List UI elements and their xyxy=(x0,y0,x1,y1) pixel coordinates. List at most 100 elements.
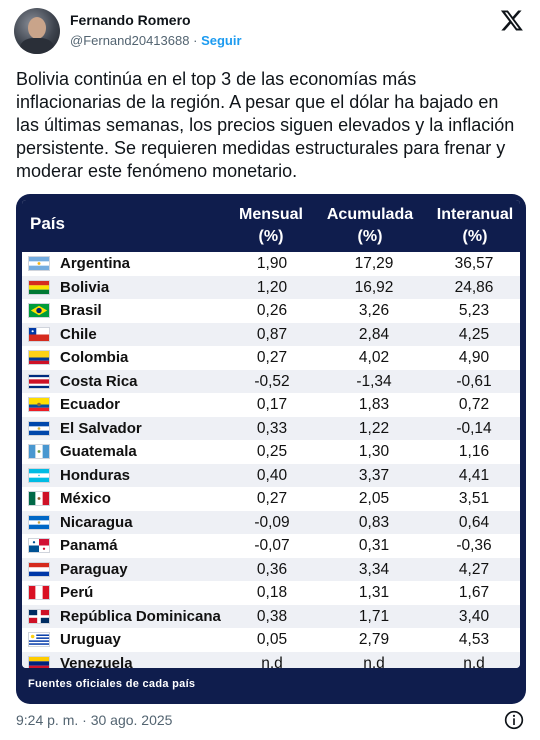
mensual-value: -0,52 xyxy=(254,372,290,390)
table-row: Argentina 1,90 17,29 36,57 xyxy=(22,252,520,276)
paraguay-flag-icon xyxy=(28,561,50,577)
author-handle[interactable]: @Fernand20413688 xyxy=(70,33,190,48)
table-row: Perú 0,18 1,31 1,67 xyxy=(22,581,520,605)
interanual-value: 36,57 xyxy=(454,255,494,272)
country-name: Bolivia xyxy=(60,278,110,296)
guatemala-flag-icon xyxy=(28,444,50,459)
acumulada-value: 16,92 xyxy=(354,278,394,296)
argentina-flag-icon xyxy=(28,256,50,271)
country-name: Chile xyxy=(60,325,97,343)
country-name: Colombia xyxy=(60,349,129,366)
acumulada-value: 0,83 xyxy=(358,513,390,531)
acumulada-value: -1,34 xyxy=(356,372,392,390)
header-interanual-unit: (%) xyxy=(462,228,488,245)
peru-flag-icon xyxy=(28,585,50,600)
acumulada-value: 2,84 xyxy=(358,325,390,343)
colombia-flag-icon xyxy=(28,350,50,365)
mensual-value: -0,09 xyxy=(254,513,290,531)
interanual-value: 4,25 xyxy=(458,325,490,343)
costa-rica-flag-icon xyxy=(28,373,50,389)
acumulada-value: 3,37 xyxy=(358,466,390,484)
interanual-value: n.d xyxy=(463,654,485,669)
mensual-value: 0,38 xyxy=(256,607,288,625)
country-name: Costa Rica xyxy=(60,372,138,390)
mensual-value: 1,90 xyxy=(256,255,288,272)
table-row: México 0,27 2,05 3,51 xyxy=(22,487,520,511)
inflation-table-image[interactable]: País Mensual (%) Acumulada (%) Interanua… xyxy=(16,194,526,704)
interanual-value: -0,14 xyxy=(456,419,492,437)
mensual-value: 0,27 xyxy=(256,490,288,507)
acumulada-value: 17,29 xyxy=(354,255,394,272)
interanual-value: 3,51 xyxy=(458,490,490,507)
header-acumulada-label: Acumulada xyxy=(326,206,414,223)
interanual-value: 0,64 xyxy=(458,513,490,531)
mensual-value: 0,17 xyxy=(256,396,288,413)
acumulada-value: 2,79 xyxy=(358,631,390,648)
follow-button[interactable]: Seguir xyxy=(201,33,242,48)
interanual-value: 0,72 xyxy=(458,396,490,413)
tweet-timestamp[interactable]: 9:24 p. m. · 30 ago. 2025 xyxy=(16,712,173,728)
acumulada-value: 1,71 xyxy=(358,607,390,625)
table-row: Venezuela n.d n.d n.d xyxy=(22,651,520,669)
interanual-value: 24,86 xyxy=(454,278,494,296)
x-logo-icon[interactable] xyxy=(500,8,524,32)
chile-flag-icon xyxy=(28,326,50,342)
country-name: República Dominicana xyxy=(60,607,221,625)
country-name: Brasil xyxy=(60,302,102,319)
panama-flag-icon xyxy=(28,538,50,553)
mensual-value: 0,27 xyxy=(256,349,288,366)
brasil-flag-icon xyxy=(28,303,50,318)
header-acumulada: Acumulada (%) xyxy=(314,204,426,248)
acumulada-value: 0,31 xyxy=(358,537,390,554)
tweet-text: Bolivia continúa en el top 3 de las econ… xyxy=(16,69,515,181)
el-salvador-flag-icon xyxy=(28,420,50,436)
table-header: País Mensual (%) Acumulada (%) Interanua… xyxy=(22,200,520,252)
interanual-value: 4,90 xyxy=(458,349,490,366)
header-mensual: Mensual (%) xyxy=(230,204,312,248)
table-row: Paraguay 0,36 3,34 4,27 xyxy=(22,557,520,581)
country-name: Guatemala xyxy=(60,443,137,460)
tweet-header: Fernando Romero @Fernand20413688 · Segui… xyxy=(14,8,526,56)
acumulada-value: 1,22 xyxy=(358,419,390,437)
country-name: Uruguay xyxy=(60,631,121,648)
separator-dot: · xyxy=(193,33,198,48)
mensual-value: n.d xyxy=(261,654,283,669)
table-row: Panamá -0,07 0,31 -0,36 xyxy=(22,534,520,558)
info-icon[interactable] xyxy=(504,710,524,730)
country-name: Ecuador xyxy=(60,396,121,413)
interanual-value: 5,23 xyxy=(458,302,490,319)
mensual-value: 0,26 xyxy=(256,302,288,319)
mensual-value: 0,18 xyxy=(256,584,288,601)
header-pais: País xyxy=(30,214,65,233)
table-row: Guatemala 0,25 1,30 1,16 xyxy=(22,440,520,464)
header-mensual-label: Mensual xyxy=(238,206,303,223)
acumulada-value: 2,05 xyxy=(358,490,390,507)
header-acumulada-unit: (%) xyxy=(357,228,383,245)
country-name: Paraguay xyxy=(60,560,128,578)
mensual-value: 0,25 xyxy=(256,443,288,460)
acumulada-value: 1,31 xyxy=(358,584,390,601)
header-interanual: Interanual (%) xyxy=(426,204,520,248)
country-name: Panamá xyxy=(60,537,118,554)
header-mensual-unit: (%) xyxy=(258,228,284,245)
interanual-value: -0,61 xyxy=(456,372,492,390)
honduras-flag-icon xyxy=(28,467,50,483)
mensual-value: -0,07 xyxy=(254,537,290,554)
header-interanual-label: Interanual xyxy=(436,206,514,223)
table-row: Chile 0,87 2,84 4,25 xyxy=(22,322,520,346)
author-handle-row: @Fernand20413688 · Seguir xyxy=(70,33,242,48)
country-name: Honduras xyxy=(60,466,131,484)
avatar[interactable] xyxy=(14,8,60,54)
acumulada-value: n.d xyxy=(363,654,385,669)
table-row: Bolivia 1,20 16,92 24,86 xyxy=(22,275,520,299)
author-name[interactable]: Fernando Romero xyxy=(70,12,191,28)
interanual-value: 4,27 xyxy=(458,560,490,578)
interanual-value: 1,16 xyxy=(458,443,490,460)
bolivia-flag-icon xyxy=(28,279,50,295)
uruguay-flag-icon xyxy=(28,632,50,647)
mensual-value: 0,33 xyxy=(256,419,288,437)
acumulada-value: 1,30 xyxy=(358,443,390,460)
table-row: Brasil 0,26 3,26 5,23 xyxy=(22,299,520,323)
table-row: Ecuador 0,17 1,83 0,72 xyxy=(22,393,520,417)
country-name: Argentina xyxy=(60,255,131,272)
